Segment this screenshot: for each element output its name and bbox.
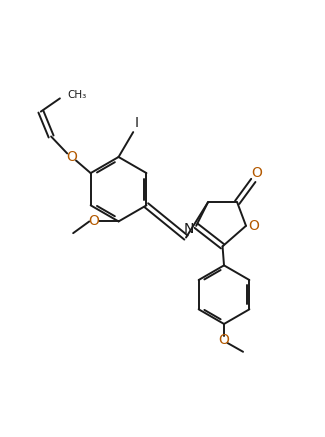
Text: O: O (251, 166, 262, 180)
Text: I: I (134, 116, 138, 130)
Text: O: O (249, 219, 260, 233)
Text: O: O (219, 333, 229, 347)
Text: O: O (66, 150, 77, 164)
Text: O: O (88, 215, 99, 229)
Text: CH₃: CH₃ (67, 90, 86, 101)
Text: N: N (184, 222, 194, 236)
